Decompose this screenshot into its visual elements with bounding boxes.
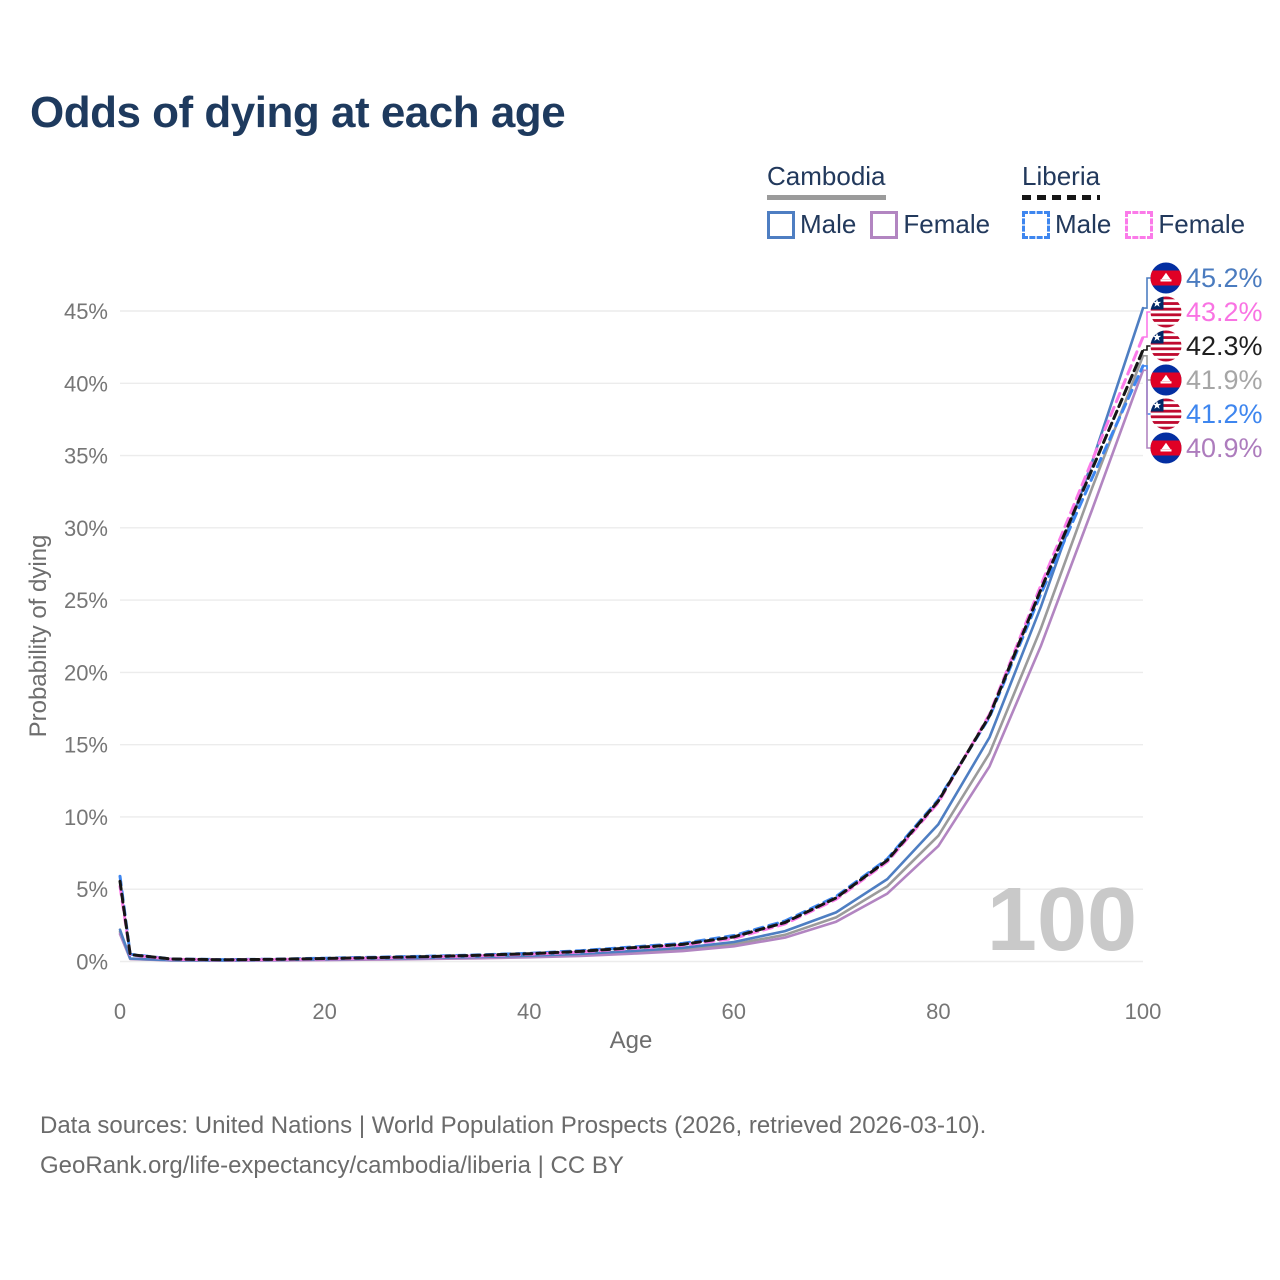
page-title: Odds of dying at each age bbox=[30, 88, 566, 137]
legend-group-cambodia: Cambodia Male Female bbox=[767, 161, 990, 240]
y-tick-label: 20% bbox=[64, 660, 108, 685]
cambodia-male-swatch-icon bbox=[767, 210, 795, 239]
x-tick-label: 100 bbox=[1125, 999, 1162, 1024]
x-tick-label: 80 bbox=[926, 999, 950, 1024]
liberia-underline-swatch bbox=[1022, 195, 1101, 200]
end-value-label-liberia-female: 43.2% bbox=[1186, 297, 1263, 327]
cambodia-underline-swatch bbox=[767, 195, 886, 200]
legend-item-cambodia-female[interactable]: Female bbox=[870, 209, 990, 240]
end-value-label-cambodia-both: 41.9% bbox=[1186, 365, 1263, 395]
y-axis-title: Probability of dying bbox=[25, 535, 52, 738]
end-label-leader-cambodia-male bbox=[1143, 277, 1151, 309]
y-tick-label: 0% bbox=[76, 950, 108, 975]
end-label-leader-cambodia-female bbox=[1143, 369, 1151, 449]
end-label-leader-liberia-both bbox=[1143, 345, 1151, 351]
end-value-label-liberia-male: 41.2% bbox=[1186, 399, 1263, 429]
legend-item-liberia-male[interactable]: Male bbox=[1022, 209, 1111, 240]
end-label-leader-liberia-female bbox=[1143, 311, 1151, 338]
legend-item-label: Female bbox=[1158, 209, 1246, 239]
cambodia-female-swatch-icon bbox=[870, 210, 899, 239]
legend-item-label: Female bbox=[903, 209, 991, 239]
series-line-liberia-both[interactable] bbox=[118, 348, 1145, 962]
y-tick-label: 30% bbox=[64, 516, 108, 541]
liberia-flag-icon bbox=[1151, 399, 1182, 430]
liberia-male-swatch-icon bbox=[1022, 210, 1050, 239]
legend-country-cambodia[interactable]: Cambodia bbox=[767, 161, 886, 200]
x-tick-label: 0 bbox=[114, 999, 126, 1024]
y-tick-label: 25% bbox=[64, 588, 108, 613]
y-tick-label: 40% bbox=[64, 371, 108, 396]
cambodia-flag-icon bbox=[1151, 433, 1182, 464]
legend-group-liberia: Liberia Male Female bbox=[1022, 161, 1245, 240]
y-tick-label: 15% bbox=[64, 733, 108, 758]
plot-area[interactable] bbox=[120, 270, 1143, 962]
liberia-female-swatch-icon bbox=[1125, 210, 1154, 239]
age-watermark: 100 bbox=[987, 870, 1137, 970]
cambodia-flag-icon bbox=[1151, 365, 1182, 396]
liberia-flag-icon bbox=[1151, 331, 1182, 362]
legend-country-liberia[interactable]: Liberia bbox=[1022, 161, 1101, 200]
y-tick-label: 35% bbox=[64, 444, 108, 469]
x-tick-label: 20 bbox=[312, 999, 336, 1024]
x-axis-title: Age bbox=[610, 1027, 653, 1054]
attribution-text: GeoRank.org/life-expectancy/cambodia/lib… bbox=[40, 1152, 624, 1179]
end-value-label-liberia-both: 42.3% bbox=[1186, 331, 1263, 361]
end-value-label-cambodia-female: 40.9% bbox=[1186, 433, 1263, 463]
legend-item-label: Male bbox=[800, 209, 857, 239]
legend-item-label: Male bbox=[1055, 209, 1112, 239]
legend-country-liberia-label: Liberia bbox=[1022, 161, 1101, 191]
legend-item-liberia-female[interactable]: Female bbox=[1125, 209, 1245, 240]
y-tick-label: 5% bbox=[76, 877, 108, 902]
data-sources-text: Data sources: United Nations | World Pop… bbox=[40, 1112, 987, 1139]
footer: Data sources: United Nations | World Pop… bbox=[40, 1106, 986, 1186]
x-tick-label: 40 bbox=[517, 999, 541, 1024]
y-tick-label: 45% bbox=[64, 299, 108, 324]
end-value-label-cambodia-male: 45.2% bbox=[1186, 263, 1263, 293]
liberia-flag-icon bbox=[1151, 297, 1182, 328]
legend-country-cambodia-label: Cambodia bbox=[767, 161, 886, 191]
y-tick-label: 10% bbox=[64, 805, 108, 830]
x-tick-label: 60 bbox=[722, 999, 746, 1024]
legend-item-cambodia-male[interactable]: Male bbox=[767, 209, 856, 240]
cambodia-flag-icon bbox=[1151, 263, 1182, 294]
